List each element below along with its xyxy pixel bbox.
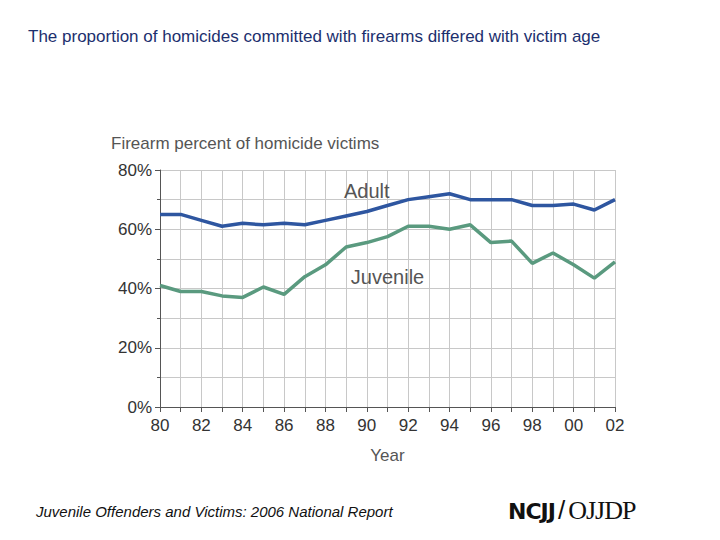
svg-text:02: 02 [606,416,625,435]
svg-text:Year: Year [370,446,405,465]
svg-text:98: 98 [523,416,542,435]
svg-text:96: 96 [481,416,500,435]
svg-text:84: 84 [233,416,252,435]
svg-text:80%: 80% [118,161,152,180]
svg-text:80: 80 [151,416,170,435]
svg-text:90: 90 [357,416,376,435]
svg-text:Juvenile: Juvenile [351,266,424,288]
svg-text:Adult: Adult [344,180,390,202]
html-text:NCJJ/ OJJDP: NCJJ/ OJJDP [508,495,636,525]
svg-text:00: 00 [564,416,583,435]
html-text:The proportion of homicides co: The proportion of homicides committed wi… [28,27,601,46]
svg-text:82: 82 [192,416,211,435]
svg-text:94: 94 [440,416,459,435]
html-text:Juvenile Offenders and Victims: Juvenile Offenders and Victims: 2006 Nat… [36,503,393,520]
svg-text:20%: 20% [118,338,152,357]
svg-text:60%: 60% [118,220,152,239]
svg-text:88: 88 [316,416,335,435]
svg-text:40%: 40% [118,279,152,298]
svg-text:Firearm percent of homicide vi: Firearm percent of homicide victims [111,134,379,153]
svg-text:0%: 0% [127,398,152,417]
svg-text:86: 86 [275,416,294,435]
svg-text:92: 92 [399,416,418,435]
